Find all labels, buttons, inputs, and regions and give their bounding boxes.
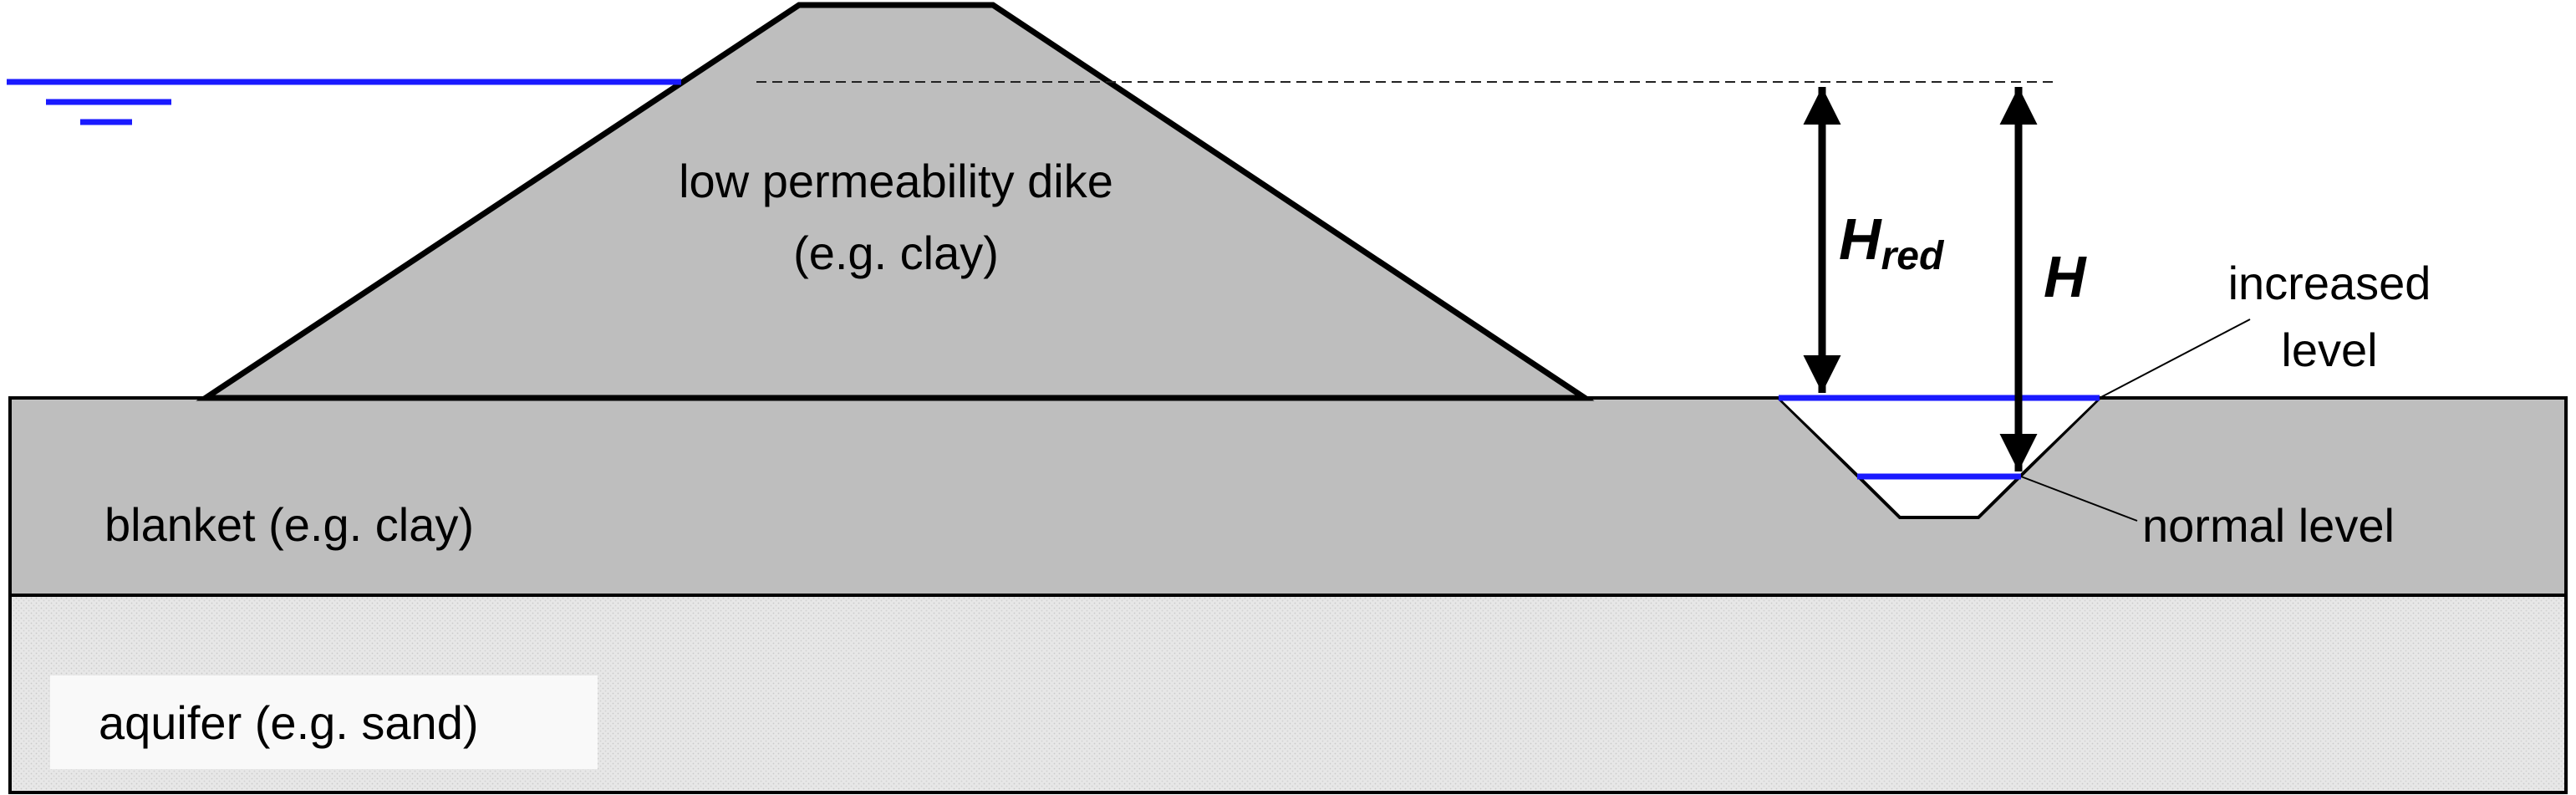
blanket-label: blanket (e.g. clay) <box>104 498 474 551</box>
aquifer-label: aquifer (e.g. sand) <box>99 696 478 749</box>
normal-leader-line <box>2020 476 2138 522</box>
h-red-label-main: H <box>1839 206 1882 272</box>
h-label: H <box>2044 244 2087 309</box>
dike-body <box>196 2 1595 401</box>
dike-label-line-2: (e.g. clay) <box>793 227 999 279</box>
h-red-label: Hred <box>1839 206 1945 278</box>
blanket-layer <box>8 396 2568 597</box>
increased-level-label-line-2: level <box>2281 324 2377 376</box>
h-red-label-subscript: red <box>1881 234 1945 278</box>
increased-level-label-line-1: increased <box>2228 257 2431 309</box>
increased-leader-line <box>2099 319 2251 399</box>
normal-level-label: normal level <box>2142 499 2395 552</box>
aquifer-label-box <box>50 675 598 769</box>
dike-label-line-1: low permeability dike <box>679 155 1113 207</box>
